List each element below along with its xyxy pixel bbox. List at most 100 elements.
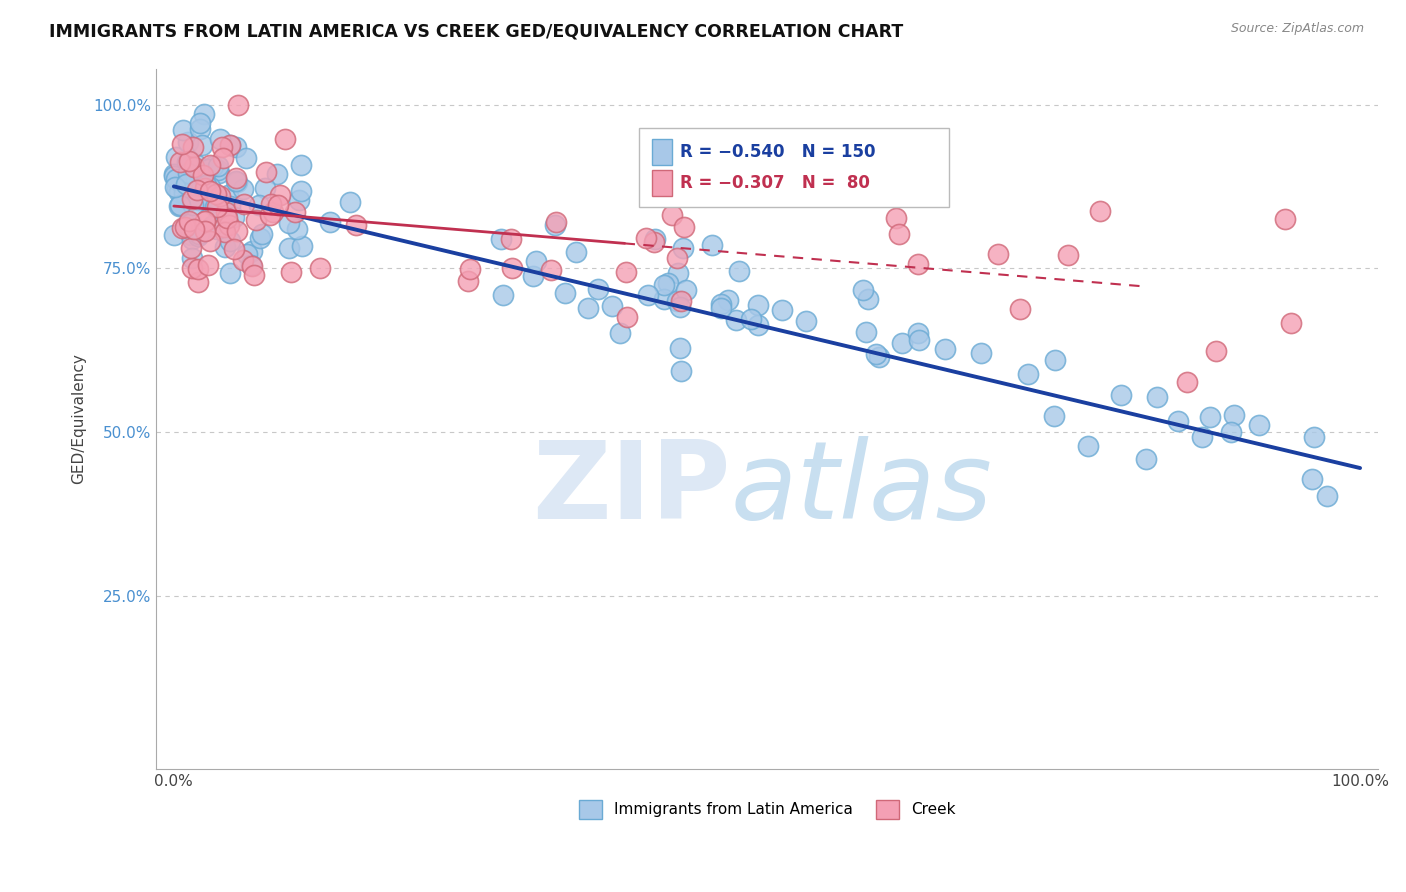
Point xyxy=(280,264,302,278)
Point xyxy=(907,257,929,271)
Text: Source: ZipAtlas.com: Source: ZipAtlas.com xyxy=(1230,22,1364,36)
Point xyxy=(167,185,190,199)
Point xyxy=(169,198,191,212)
Point xyxy=(716,293,738,308)
Point xyxy=(169,198,191,212)
Point xyxy=(163,167,186,181)
Point xyxy=(526,254,548,268)
Point xyxy=(181,139,204,153)
Point xyxy=(191,168,214,182)
Point xyxy=(319,215,342,229)
Point xyxy=(1175,375,1198,389)
Point xyxy=(243,268,266,282)
Point xyxy=(214,240,236,254)
Point xyxy=(661,208,683,222)
Point xyxy=(180,167,202,181)
Point xyxy=(668,300,690,314)
Text: IMMIGRANTS FROM LATIN AMERICA VS CREEK GED/EQUIVALENCY CORRELATION CHART: IMMIGRANTS FROM LATIN AMERICA VS CREEK G… xyxy=(49,22,904,40)
Point xyxy=(174,219,197,234)
Point xyxy=(232,181,254,195)
Point xyxy=(710,301,733,315)
Point xyxy=(179,160,201,174)
Point xyxy=(201,159,224,173)
Point xyxy=(177,135,200,149)
Point xyxy=(1316,489,1339,503)
Point xyxy=(1043,409,1066,423)
Point xyxy=(195,178,218,193)
Point xyxy=(1205,343,1227,358)
Point xyxy=(198,196,221,211)
Point xyxy=(236,247,259,261)
Point xyxy=(226,97,249,112)
Text: R = −0.540   N = 150: R = −0.540 N = 150 xyxy=(681,144,876,161)
Point xyxy=(225,224,247,238)
Point xyxy=(1056,247,1078,261)
Point xyxy=(522,269,544,284)
Point xyxy=(675,283,697,297)
Point xyxy=(194,214,217,228)
Point xyxy=(1279,316,1302,330)
Point xyxy=(671,364,693,378)
Point xyxy=(172,221,194,235)
Point xyxy=(219,138,242,153)
Point xyxy=(277,241,299,255)
Point xyxy=(176,154,198,169)
Point xyxy=(544,215,567,229)
Point xyxy=(176,192,198,206)
Point xyxy=(188,116,211,130)
Point xyxy=(181,251,204,265)
Point xyxy=(176,166,198,180)
Point xyxy=(457,274,479,288)
Point xyxy=(489,232,512,246)
Point xyxy=(666,266,689,280)
Point xyxy=(1167,414,1189,428)
Point xyxy=(208,132,231,146)
Point xyxy=(186,158,208,172)
Point xyxy=(205,200,228,214)
Point xyxy=(1220,425,1243,440)
Point xyxy=(187,261,209,276)
Point xyxy=(987,246,1010,260)
Point xyxy=(657,277,679,291)
Point xyxy=(259,208,281,222)
Point xyxy=(188,193,211,207)
Point xyxy=(1191,430,1213,444)
Point xyxy=(865,347,887,361)
Point xyxy=(889,227,911,241)
Point xyxy=(225,174,247,188)
Point xyxy=(217,211,239,226)
Point xyxy=(173,186,195,200)
Point xyxy=(190,191,212,205)
Point xyxy=(222,211,245,225)
Point xyxy=(266,167,288,181)
Point xyxy=(165,180,187,194)
Point xyxy=(169,154,191,169)
Point xyxy=(702,238,724,252)
Point xyxy=(308,260,330,275)
Point xyxy=(668,342,690,356)
Point xyxy=(177,153,200,168)
Point xyxy=(1008,302,1031,317)
Point xyxy=(239,258,262,272)
Point xyxy=(194,178,217,193)
Point xyxy=(181,198,204,212)
Point xyxy=(586,282,609,296)
Point xyxy=(672,220,695,235)
Point xyxy=(747,298,769,312)
Point xyxy=(669,293,692,308)
Point xyxy=(339,195,361,210)
Point xyxy=(194,214,217,228)
Point xyxy=(215,205,238,219)
Point xyxy=(207,191,229,205)
Point xyxy=(222,242,245,256)
Point xyxy=(232,253,254,268)
Point xyxy=(1017,367,1039,381)
Point xyxy=(458,262,481,277)
Point xyxy=(544,219,567,233)
Point xyxy=(194,181,217,195)
Point xyxy=(170,177,193,191)
Point xyxy=(235,151,257,165)
Point xyxy=(1199,409,1222,424)
Point xyxy=(207,162,229,177)
Point xyxy=(260,196,283,211)
